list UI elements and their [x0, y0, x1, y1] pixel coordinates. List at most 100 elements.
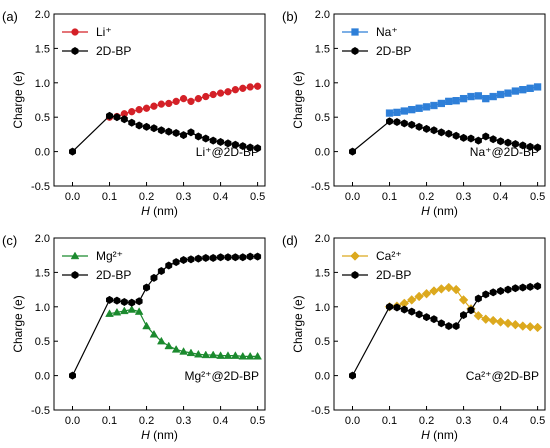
data-point	[423, 124, 431, 133]
data-point	[208, 350, 218, 359]
y-tick-label: 1.0	[35, 302, 50, 314]
data-point	[489, 288, 497, 297]
legend-marker	[71, 28, 79, 36]
plot-frame	[53, 13, 266, 187]
data-point	[187, 97, 195, 106]
y-tick-label: 1.0	[315, 78, 330, 90]
data-point	[451, 284, 461, 295]
data-point	[534, 143, 542, 152]
data-point	[120, 115, 128, 124]
data-point	[489, 135, 497, 144]
data-point	[504, 89, 512, 97]
data-point	[246, 143, 254, 152]
data-point	[400, 305, 408, 314]
data-point	[423, 313, 431, 322]
x-tick-label: 0.4	[493, 415, 508, 427]
panel-label: (d)	[282, 233, 298, 248]
data-point	[408, 120, 416, 129]
data-point	[105, 309, 114, 317]
data-point	[127, 305, 137, 313]
x-tick-label: 0.5	[530, 191, 545, 203]
x-tick-label: 0.5	[530, 415, 545, 427]
data-point	[474, 136, 482, 145]
y-tick-label: 1.0	[35, 78, 50, 90]
data-point	[164, 341, 174, 350]
data-point	[452, 322, 460, 331]
data-point	[254, 252, 262, 261]
data-point	[495, 317, 506, 327]
data-point	[443, 282, 454, 293]
y-tick-label: 0.5	[315, 336, 330, 348]
data-point	[186, 348, 196, 357]
data-point	[202, 92, 210, 101]
data-point	[460, 311, 468, 320]
data-point	[113, 296, 121, 305]
data-point	[150, 124, 158, 133]
data-point	[172, 258, 180, 267]
data-point	[142, 104, 151, 112]
legend-marker	[351, 28, 359, 36]
data-point	[445, 322, 453, 331]
legend-entry: Li⁺	[62, 25, 112, 39]
data-point	[150, 102, 158, 110]
y-axis-label: Charge (e)	[291, 71, 305, 128]
legend-marker	[351, 46, 359, 56]
panel-annotation: Li⁺@2D-BP	[196, 145, 259, 159]
data-point	[143, 283, 151, 292]
legend-label: 2D-BP	[376, 268, 411, 282]
data-point	[231, 253, 239, 262]
data-point	[459, 94, 468, 103]
x-tick-label: 0.1	[382, 191, 397, 203]
x-axis-label: H (nm)	[141, 428, 178, 442]
x-axis-label: H (nm)	[421, 428, 458, 442]
x-tick-label: 0.3	[176, 415, 191, 427]
data-point	[393, 303, 401, 312]
data-point	[209, 136, 217, 145]
data-point	[201, 350, 211, 359]
y-tick-label: 0.5	[35, 112, 50, 124]
series-line	[351, 285, 538, 376]
data-point	[534, 282, 542, 291]
data-point	[172, 97, 180, 106]
legend-label: Mg²⁺	[96, 249, 123, 263]
legend-label: 2D-BP	[376, 44, 411, 58]
series-2	[69, 111, 262, 156]
data-point	[254, 144, 262, 153]
data-point	[231, 351, 240, 359]
data-point	[231, 140, 239, 149]
x-tick-label: 0.5	[250, 415, 265, 427]
x-tick-label: 0.2	[419, 415, 434, 427]
data-point	[393, 108, 401, 117]
plot-frame	[333, 237, 546, 411]
data-point	[400, 107, 408, 115]
data-point	[128, 118, 136, 127]
data-point	[239, 84, 247, 92]
data-point	[385, 109, 394, 117]
data-point	[415, 104, 423, 112]
data-point	[482, 94, 490, 103]
legend-entry: 2D-BP	[342, 44, 411, 58]
data-point	[179, 347, 188, 355]
data-point	[194, 349, 203, 358]
series-2	[349, 117, 542, 156]
data-point	[480, 314, 491, 324]
x-tick-label: 0.1	[382, 415, 397, 427]
data-point	[414, 291, 424, 302]
y-tick-label: 1.5	[315, 43, 330, 55]
data-point	[224, 253, 232, 262]
y-tick-label: -0.5	[311, 405, 330, 417]
panel-label: (c)	[2, 233, 17, 248]
x-tick-label: 0.0	[65, 191, 80, 203]
data-point	[496, 90, 505, 99]
chart-panel-2: -0.5 0.0 0.5 1.0 1.5 2.0 0.0 0.1 0.2 0.3 0.4 0.5 H (…	[282, 9, 546, 218]
x-tick-label: 0.0	[345, 415, 360, 427]
data-point	[112, 307, 122, 316]
data-point	[165, 127, 173, 136]
data-point	[223, 351, 233, 359]
x-tick-label: 0.0	[65, 415, 80, 427]
data-point	[525, 321, 535, 332]
data-point	[458, 295, 469, 305]
y-tick-label: 2.0	[315, 9, 330, 21]
x-tick-label: 0.2	[139, 415, 154, 427]
data-point	[422, 103, 431, 111]
